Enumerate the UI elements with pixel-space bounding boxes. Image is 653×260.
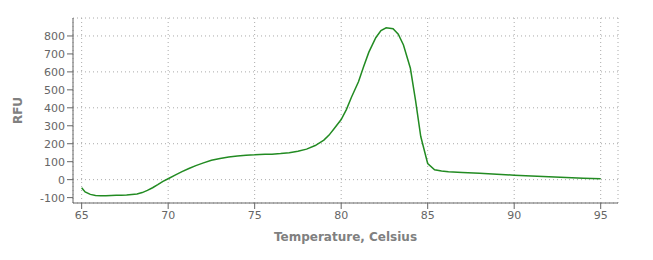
svg-text:400: 400 xyxy=(44,102,65,115)
svg-text:RFU: RFU xyxy=(11,97,25,124)
svg-text:0: 0 xyxy=(58,174,65,187)
svg-text:500: 500 xyxy=(44,84,65,97)
svg-text:90: 90 xyxy=(507,209,521,222)
svg-text:70: 70 xyxy=(161,209,175,222)
svg-text:Temperature, Celsius: Temperature, Celsius xyxy=(274,230,417,244)
svg-text:300: 300 xyxy=(44,120,65,133)
svg-text:200: 200 xyxy=(44,138,65,151)
svg-text:65: 65 xyxy=(75,209,89,222)
svg-text:95: 95 xyxy=(594,209,608,222)
svg-text:100: 100 xyxy=(44,156,65,169)
svg-text:600: 600 xyxy=(44,66,65,79)
svg-text:-100: -100 xyxy=(40,192,65,205)
svg-text:85: 85 xyxy=(421,209,435,222)
svg-text:700: 700 xyxy=(44,48,65,61)
svg-text:800: 800 xyxy=(44,30,65,43)
svg-text:80: 80 xyxy=(334,209,348,222)
svg-text:75: 75 xyxy=(248,209,262,222)
